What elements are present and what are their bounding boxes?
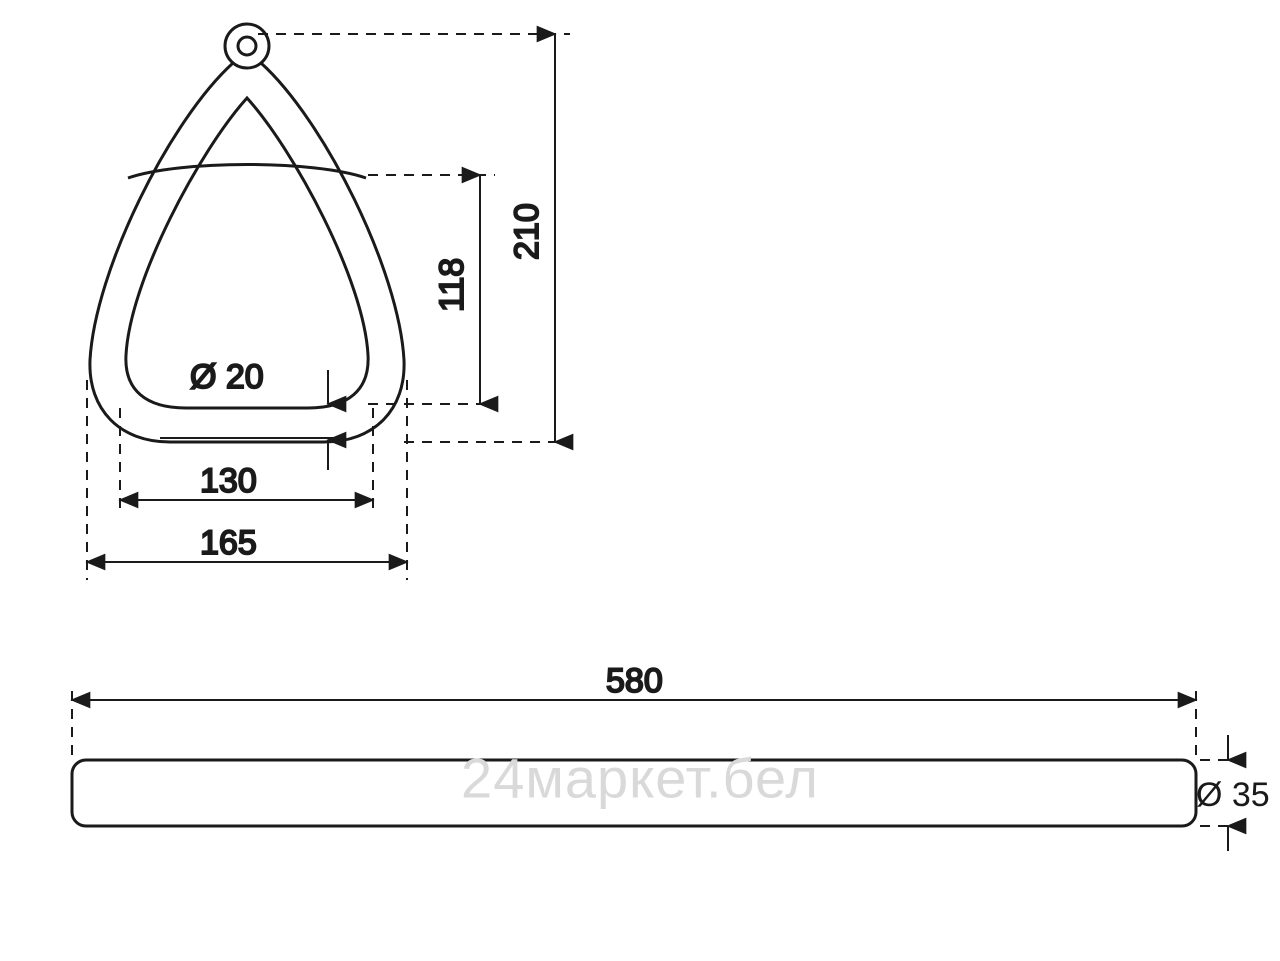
dim-130-label: 130 xyxy=(200,462,257,500)
triangle-dimensions: 165 130 210 118 Ø 20 xyxy=(87,34,555,562)
bar-outline xyxy=(72,760,1196,826)
triangle-extension-lines xyxy=(87,34,570,580)
dim-210-label: 210 xyxy=(508,203,546,260)
dim-118-label: 118 xyxy=(433,258,471,312)
dim-165-label: 165 xyxy=(200,524,257,562)
dim-20-label: Ø 20 xyxy=(190,358,264,396)
dim-35-label: Ø 35 xyxy=(1196,776,1270,814)
technical-drawing: 165 130 210 118 Ø 20 580 Ø 35 xyxy=(0,0,1280,961)
bar-extension-lines xyxy=(72,685,1250,826)
bar-dimensions: 580 Ø 35 xyxy=(72,662,1270,851)
dim-580-label: 580 xyxy=(606,662,663,700)
